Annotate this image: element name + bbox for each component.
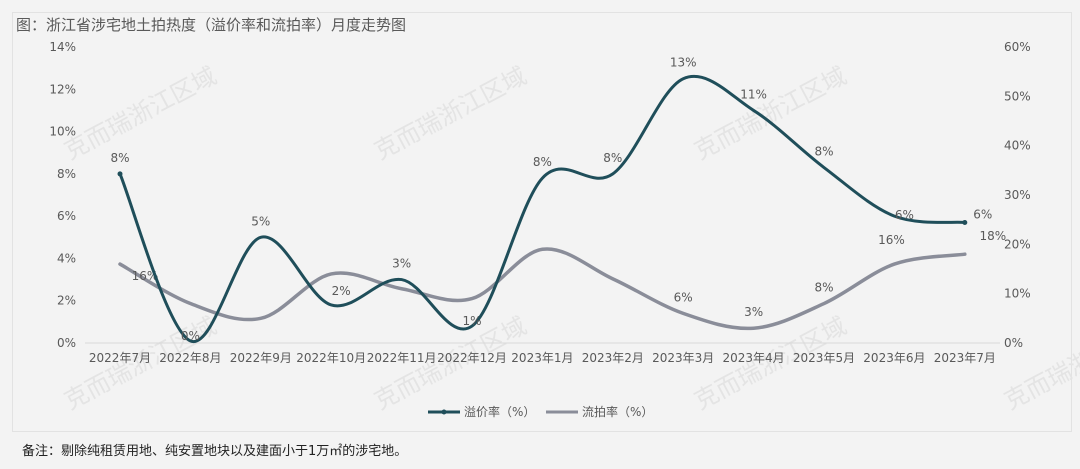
- series-point-marker: [962, 219, 968, 225]
- premium-rate-data-label: 8%: [110, 151, 129, 165]
- x-axis-tick-label: 2023年7月: [934, 351, 996, 365]
- right-axis-tick-label: 60%: [1004, 40, 1031, 54]
- x-axis-tick-label: 2023年4月: [723, 351, 785, 365]
- right-axis-tick-label: 10%: [1004, 287, 1031, 301]
- x-axis-tick-label: 2022年12月: [437, 351, 507, 365]
- chart-note: 备注：剔除纯租赁用地、纯安置地块以及建面小于1万㎡的涉宅地。: [22, 444, 408, 459]
- failed-auction-rate-data-label: 6%: [674, 290, 693, 304]
- series-point-marker: [117, 171, 123, 177]
- right-axis-tick-label: 50%: [1004, 89, 1031, 103]
- x-axis-tick-label: 2022年11月: [367, 351, 437, 365]
- watermark-text: 克而瑞浙江区域: [60, 62, 221, 166]
- failed-auction-rate-data-label: 18%: [979, 229, 1006, 243]
- legend-marker: [441, 409, 447, 415]
- right-axis-tick-label: 20%: [1004, 237, 1031, 251]
- left-axis-tick-label: 2%: [57, 294, 76, 308]
- x-axis-tick-label: 2022年10月: [296, 351, 366, 365]
- premium-rate-data-label: 3%: [392, 257, 411, 271]
- x-axis-tick-label: 2022年7月: [89, 351, 151, 365]
- left-axis-tick-label: 6%: [57, 209, 76, 223]
- premium-rate-data-label: 5%: [251, 214, 270, 228]
- chart-title: 图：浙江省涉宅地土拍热度（溢价率和流拍率）月度走势图: [16, 16, 407, 34]
- premium-rate-data-label: 13%: [670, 56, 697, 70]
- watermark-text: 克而瑞浙江区域: [1000, 312, 1080, 416]
- x-axis-tick-label: 2023年5月: [793, 351, 855, 365]
- x-axis-tick-label: 2022年9月: [230, 351, 292, 365]
- left-axis-tick-label: 12%: [49, 82, 76, 96]
- left-axis-tick-label: 0%: [57, 336, 76, 350]
- premium-rate-data-label: 8%: [603, 151, 622, 165]
- premium-rate-data-label: 0%: [181, 329, 200, 343]
- premium-rate-data-label: 8%: [533, 155, 552, 169]
- x-axis-tick-label: 2023年2月: [582, 351, 644, 365]
- failed-auction-rate-data-label: 3%: [744, 305, 763, 319]
- x-axis-tick-label: 2023年6月: [863, 351, 925, 365]
- premium-rate-data-label: 2%: [332, 284, 351, 298]
- watermark-text: 克而瑞浙江区域: [370, 62, 531, 166]
- right-axis-tick-label: 0%: [1004, 336, 1023, 350]
- failed-auction-rate-line: [118, 247, 967, 331]
- left-axis-tick-label: 8%: [57, 167, 76, 181]
- left-axis-tick-label: 10%: [49, 125, 76, 139]
- premium-rate-line: [118, 75, 967, 343]
- x-axis-tick-label: 2023年1月: [511, 351, 573, 365]
- premium-rate-data-label: 6%: [973, 207, 992, 221]
- failed-auction-rate-data-label: 8%: [814, 281, 833, 295]
- failed-auction-rate-data-label: 16%: [878, 233, 905, 247]
- right-axis-tick-label: 40%: [1004, 139, 1031, 153]
- x-axis-tick-label: 2022年8月: [159, 351, 221, 365]
- failed-auction-rate-data-label: 16%: [132, 269, 159, 283]
- premium-rate-data-label: 8%: [814, 145, 833, 159]
- x-axis-tick-label: 2023年3月: [652, 351, 714, 365]
- chart-frame: [12, 12, 1072, 432]
- right-axis-tick-label: 30%: [1004, 188, 1031, 202]
- premium-rate-data-label: 1%: [462, 314, 481, 328]
- left-axis-tick-label: 14%: [49, 40, 76, 54]
- legend-label: 溢价率（%）: [464, 404, 535, 419]
- legend-label: 流拍率（%）: [582, 404, 653, 419]
- premium-rate-data-label: 6%: [895, 208, 914, 222]
- left-axis-tick-label: 4%: [57, 251, 76, 265]
- premium-rate-data-label: 11%: [740, 87, 767, 101]
